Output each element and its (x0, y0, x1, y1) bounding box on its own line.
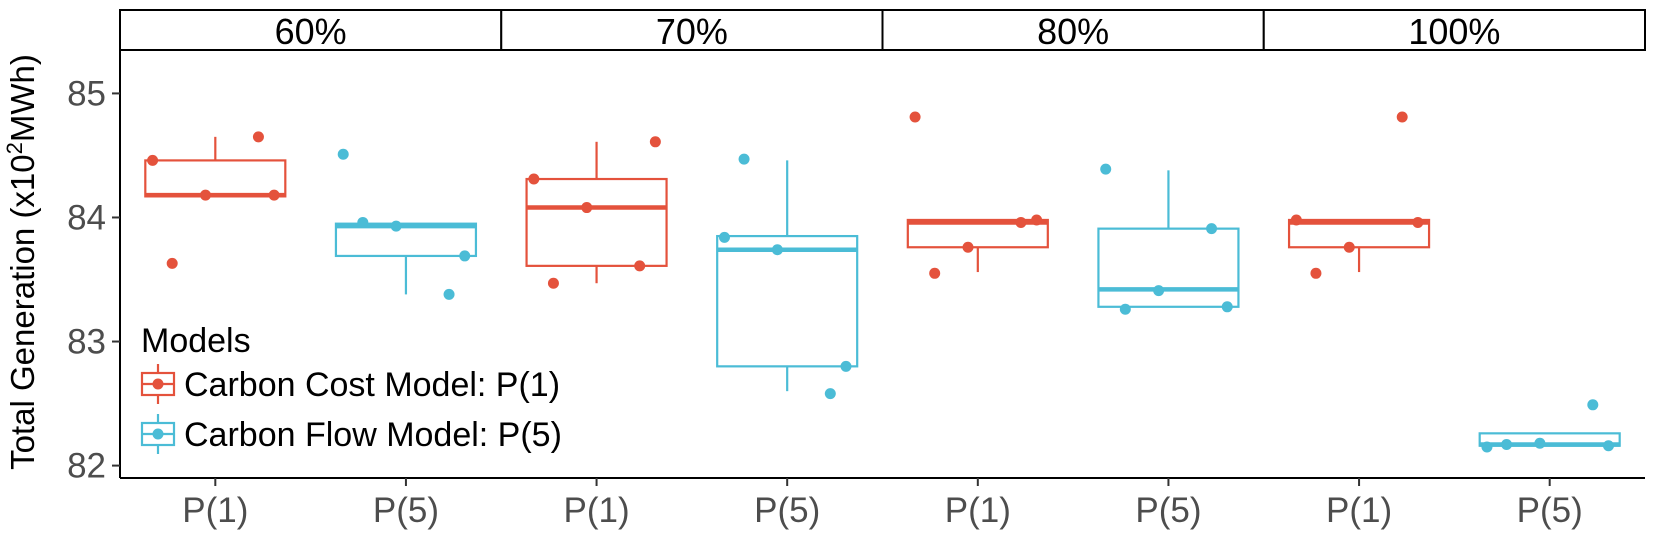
data-point (200, 189, 212, 201)
data-point (929, 267, 941, 279)
data-point (1396, 111, 1408, 123)
data-point (634, 260, 646, 272)
data-point (1206, 223, 1218, 235)
data-point (390, 220, 402, 232)
data-point (649, 136, 661, 148)
legend-key-point (152, 428, 164, 440)
data-point (1481, 441, 1493, 453)
data-point (771, 244, 783, 256)
facet-strips: 60% 70% 80% 100% (119, 9, 1646, 52)
y-tick-label: 83 (67, 323, 106, 362)
data-point (840, 360, 852, 372)
legend-key (140, 364, 176, 404)
y-axis-label: Total Generation (x102MWh) (2, 54, 41, 470)
y-tick-label: 82 (67, 447, 106, 486)
legend-title: Models (141, 322, 251, 360)
x-tick-label: P(1) (182, 491, 248, 530)
axes (119, 50, 1645, 479)
x-tick-label: P(1) (564, 491, 630, 530)
data-point (1015, 216, 1027, 228)
data-point (166, 257, 178, 269)
legend-key-point (152, 378, 164, 390)
facet-strip (119, 9, 503, 51)
facet-strip-label: 70% (656, 11, 728, 52)
legend-entry-label: Carbon Cost Model: P(1) (184, 366, 560, 404)
data-point (1290, 214, 1302, 226)
box (144, 159, 287, 198)
facet-strip (881, 9, 1265, 51)
box-groups (144, 136, 1621, 447)
legend: Models Carbon Cost Model: P(1) Carbon Flo… (133, 318, 562, 468)
data-point (1119, 303, 1131, 315)
data-point (1412, 216, 1424, 228)
data-point (1031, 214, 1043, 226)
data-points (147, 111, 1614, 453)
y-ticks: 82 83 84 85 (67, 74, 120, 486)
data-point (1501, 439, 1513, 451)
x-ticks: P(1) P(5) P(1) P(5) P(1) P(5) P(1) P(5) (182, 478, 1583, 530)
data-point (252, 131, 264, 143)
y-tick-label: 84 (67, 198, 106, 237)
y-axis-label-superscript: 2 (2, 142, 27, 154)
data-point (824, 388, 836, 400)
data-point (909, 111, 921, 123)
x-tick-label: P(5) (373, 491, 439, 530)
data-point (357, 216, 369, 228)
x-tick-label: P(1) (945, 491, 1011, 530)
legend-background (133, 318, 508, 468)
box (1097, 227, 1240, 308)
x-tick-label: P(5) (1135, 491, 1201, 530)
data-point (459, 250, 471, 262)
data-point (718, 231, 730, 243)
data-point (1343, 241, 1355, 253)
facet-strip (500, 9, 884, 51)
y-tick-label: 85 (67, 74, 106, 113)
facet-strip (1262, 9, 1646, 51)
box (525, 177, 668, 267)
x-tick-label: P(5) (754, 491, 820, 530)
data-point (1534, 437, 1546, 449)
data-point (147, 154, 159, 166)
data-point (1587, 399, 1599, 411)
data-point (528, 173, 540, 185)
facet-strip-label: 100% (1408, 11, 1500, 52)
data-point (1310, 267, 1322, 279)
legend-entry-label: Carbon Flow Model: P(5) (184, 416, 562, 454)
x-tick-label: P(5) (1517, 491, 1583, 530)
data-point (547, 277, 559, 289)
x-tick-label: P(1) (1326, 491, 1392, 530)
data-point (1602, 440, 1614, 452)
box (716, 234, 859, 368)
data-point (443, 288, 455, 300)
data-point (738, 153, 750, 165)
data-point (1100, 163, 1112, 175)
y-axis-label-main: Total Generation (x10 (4, 154, 41, 470)
facet-strip-label: 80% (1037, 11, 1109, 52)
y-axis-label-tail: MWh) (4, 54, 41, 142)
data-point (1221, 301, 1233, 313)
data-point (337, 148, 349, 160)
legend-entries: Carbon Cost Model: P(1) Carbon Flow Model… (140, 364, 562, 454)
facet-strip-label: 60% (275, 11, 347, 52)
data-point (962, 241, 974, 253)
data-point (1153, 285, 1165, 297)
data-point (268, 189, 280, 201)
data-point (581, 202, 593, 214)
legend-key (140, 414, 176, 454)
box (334, 222, 478, 258)
